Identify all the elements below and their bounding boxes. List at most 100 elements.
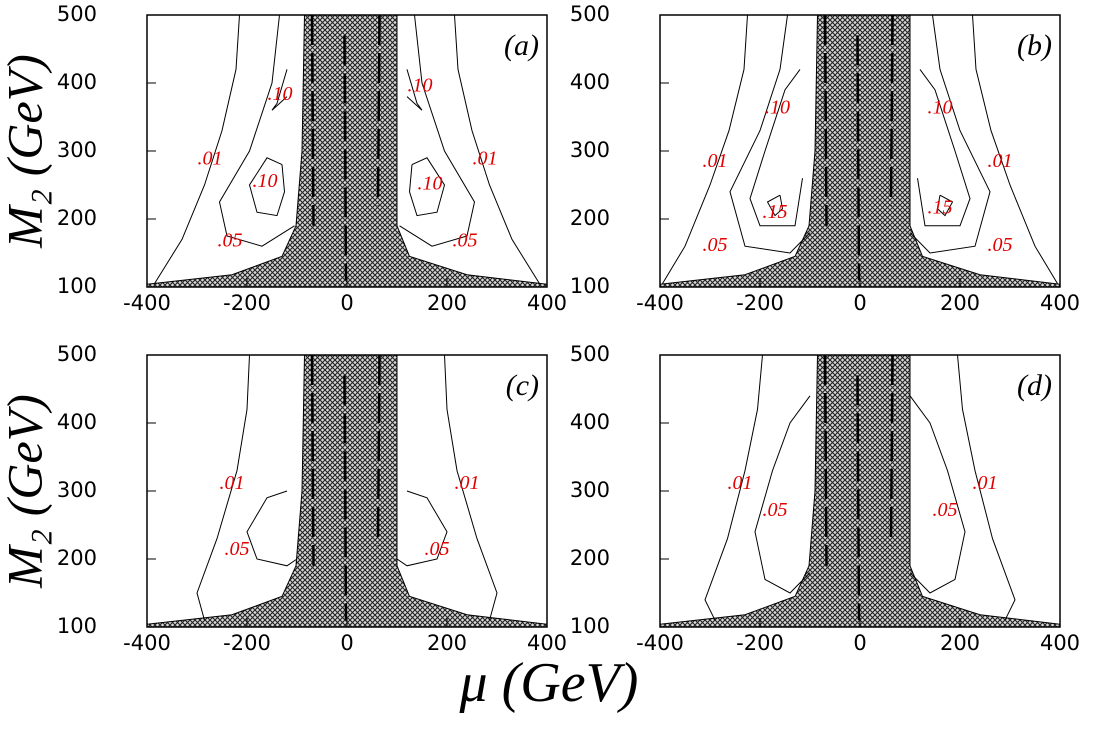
x-tick-label: -200 (736, 291, 784, 315)
y-tick-label: 200 (570, 206, 610, 230)
panel: -400 -200 0 200 400 100 200 300 400 500 (c) .01 .05.… (0, 342, 567, 655)
excluded-region (660, 355, 1060, 627)
y-tick-label: 300 (57, 138, 97, 162)
band-line (856, 375, 861, 621)
y-tick-label: 500 (570, 342, 610, 366)
band-line (889, 355, 894, 546)
contour-label: .10 (928, 96, 953, 118)
y-axis-label: M₂ (GeV) (0, 394, 52, 589)
contour (396, 490, 448, 567)
x-tick-label: -400 (636, 631, 684, 655)
x-axis-label: μ (GeV) (459, 652, 639, 714)
panel-label: (a) (504, 29, 539, 62)
contour-label: .01 (973, 472, 998, 494)
contour-label: .05 (225, 538, 250, 560)
x-tick-label: 400 (1040, 631, 1080, 655)
contour-label: .01 (455, 472, 480, 494)
band-line (376, 355, 381, 546)
contour-label: .05 (763, 499, 788, 521)
contour (972, 15, 1058, 284)
x-tick-label: 400 (527, 291, 567, 315)
y-tick-label: 400 (570, 70, 610, 94)
contour (754, 395, 811, 594)
y-axis-label: M₂ (GeV) (0, 54, 52, 249)
contour (909, 395, 966, 594)
y-tick-label: 500 (57, 2, 97, 26)
contour-label: .01 (988, 150, 1013, 172)
contour (766, 194, 784, 217)
contour-label: .01 (198, 147, 223, 169)
contour-label: .10 (765, 96, 790, 118)
x-tick-label: 0 (340, 631, 353, 655)
y-tick-label: 500 (570, 2, 610, 26)
contour (454, 15, 540, 284)
contour (196, 355, 250, 621)
contour-label: .05 (703, 234, 728, 256)
contour (704, 355, 763, 621)
plot-area (147, 355, 547, 627)
panel-label: (b) (1017, 29, 1052, 62)
contour-label: .10 (418, 173, 443, 195)
contour-label: .05 (218, 230, 243, 252)
band-line (343, 35, 348, 281)
band-line (310, 355, 315, 566)
contour-label: .15 (928, 196, 953, 218)
x-tick-label: 400 (527, 631, 567, 655)
y-tick-label: 500 (57, 342, 97, 366)
contour-label: .01 (473, 147, 498, 169)
excluded-region (147, 355, 547, 627)
y-tick-label: 300 (57, 478, 97, 502)
contour (749, 69, 803, 227)
contour (248, 157, 286, 217)
x-tick-label: -200 (223, 291, 271, 315)
y-tick-label: 400 (57, 70, 97, 94)
x-tick-label: 200 (427, 631, 467, 655)
contour (408, 157, 446, 217)
panel: -400 -200 0 200 400 100 200 300 400 500 (d) .01 .05.… (570, 342, 1080, 655)
contour (154, 15, 240, 284)
contour (406, 69, 423, 111)
contour-label: .05 (933, 499, 958, 521)
x-tick-label: -400 (636, 291, 684, 315)
excluded-region (660, 15, 1060, 287)
x-tick-label: 0 (853, 631, 866, 655)
contour (444, 355, 498, 621)
y-tick-label: 200 (57, 206, 97, 230)
contour-label: .10 (268, 83, 293, 105)
plot-area (660, 15, 1060, 287)
contour-label: .05 (453, 230, 478, 252)
band-line (376, 15, 381, 206)
contour-label: .01 (220, 472, 245, 494)
x-tick-label: -400 (123, 631, 171, 655)
excluded-region (147, 15, 547, 287)
contour (936, 194, 954, 217)
band-line (823, 355, 828, 566)
band-line (889, 15, 894, 206)
contour (729, 15, 811, 254)
band-line (343, 375, 348, 621)
y-tick-label: 300 (570, 138, 610, 162)
contour (399, 15, 476, 247)
contour (957, 355, 1016, 621)
x-tick-label: -400 (123, 291, 171, 315)
contour-label: .05 (425, 538, 450, 560)
contour-label: .05 (988, 234, 1013, 256)
panel: -400 -200 0 200 400 100 200 300 400 500 (a) .01 .10.… (0, 2, 567, 315)
contour-label: .01 (728, 472, 753, 494)
contour (271, 69, 288, 111)
x-tick-label: -200 (736, 631, 784, 655)
x-tick-label: 400 (1040, 291, 1080, 315)
y-tick-label: 200 (57, 546, 97, 570)
contour-label: .15 (763, 201, 788, 223)
contour (909, 15, 991, 254)
contour-label: .01 (703, 150, 728, 172)
y-tick-label: 100 (57, 274, 97, 298)
band-line (310, 15, 315, 226)
x-tick-label: 200 (940, 291, 980, 315)
plot-area (660, 355, 1060, 627)
panel: -400 -200 0 200 400 100 200 300 400 500 (b) .01 .10.… (570, 2, 1080, 315)
panel-label: (c) (506, 369, 539, 402)
y-tick-label: 100 (57, 614, 97, 638)
plot-area (147, 15, 547, 287)
